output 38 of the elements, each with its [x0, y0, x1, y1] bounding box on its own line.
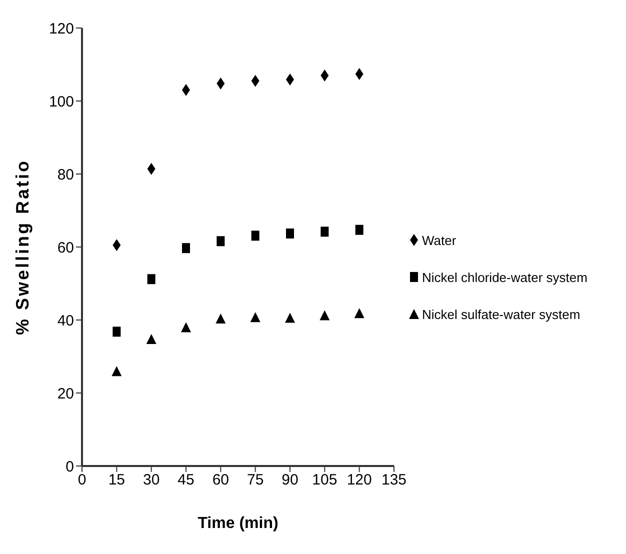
x-tick-label: 60 [212, 472, 230, 489]
x-axis-title: Time (min) [198, 515, 278, 532]
y-tick-label: 80 [57, 166, 74, 184]
legend-label: Nickel sulfate-water system [422, 306, 580, 322]
y-tick-label: 40 [57, 312, 74, 330]
x-tick-label: 0 [78, 472, 86, 489]
x-tick-label: 15 [108, 472, 126, 489]
point [112, 366, 122, 376]
point [354, 308, 364, 318]
x-tick-label: 30 [142, 472, 160, 489]
legend-label: Water [422, 232, 456, 248]
x-tick-label: 120 [346, 472, 372, 489]
x-tick-label: 90 [282, 472, 298, 489]
point [320, 310, 330, 320]
point [147, 274, 156, 284]
x-tick-label: 135 [381, 472, 407, 489]
y-axis-title: % Swelling Ratio [12, 158, 32, 336]
point [320, 226, 329, 237]
x-tick-label: 45 [178, 472, 194, 489]
point [112, 326, 121, 337]
x-tick-label: 75 [246, 472, 264, 489]
point [286, 228, 294, 238]
legend-label: Nickel chloride-water system [422, 270, 588, 284]
point [251, 230, 260, 241]
point [355, 224, 364, 235]
point [146, 334, 156, 344]
point [216, 314, 226, 324]
point [182, 243, 190, 254]
y-tick-label: 0 [66, 458, 74, 476]
y-tick-label: 100 [48, 93, 74, 110]
y-tick-label: 120 [48, 20, 74, 38]
point [250, 312, 260, 322]
y-tick-label: 20 [57, 385, 74, 402]
y-tick-label: 60 [57, 239, 74, 256]
point [285, 312, 295, 323]
x-tick-label: 105 [312, 472, 338, 489]
point [181, 322, 191, 332]
point [216, 236, 225, 246]
